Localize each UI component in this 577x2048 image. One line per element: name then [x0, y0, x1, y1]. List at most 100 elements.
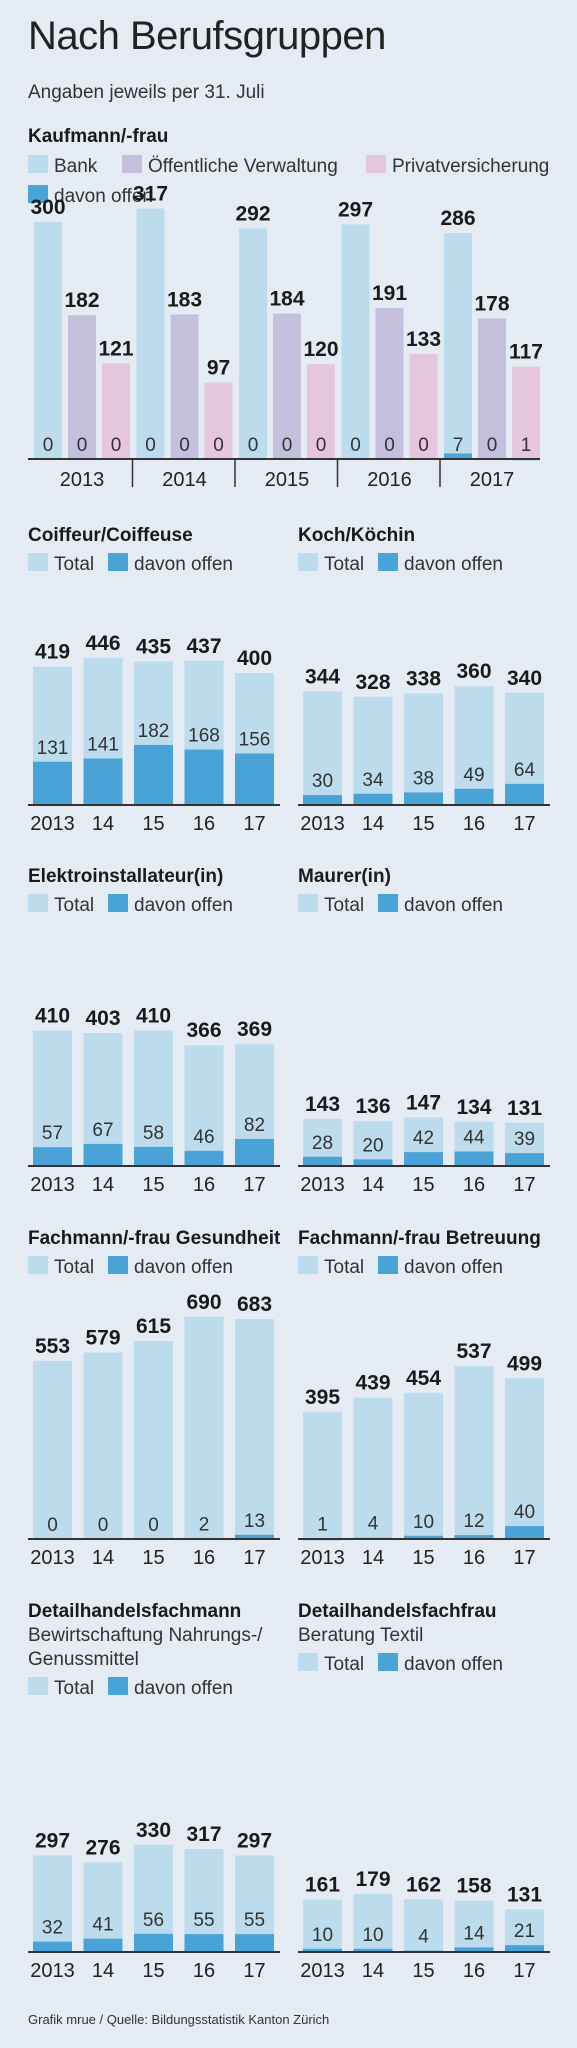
legend-swatch	[298, 894, 318, 912]
legend-label: Total	[54, 895, 94, 916]
bar-open	[404, 1535, 443, 1539]
bar	[239, 228, 267, 459]
data-label: 454	[406, 1367, 441, 1390]
data-label: 162	[406, 1873, 441, 1896]
data-label: 435	[136, 635, 171, 658]
bar-open	[303, 1156, 342, 1166]
open-data-label: 0	[43, 435, 54, 456]
data-label: 553	[35, 1335, 70, 1358]
bar-open	[505, 783, 544, 805]
data-label: 179	[355, 1868, 390, 1891]
page-subtitle: Angaben jeweils per 31. Juli	[28, 82, 265, 103]
legend-swatch	[298, 1256, 318, 1274]
legend-label: davon offen	[134, 895, 233, 916]
data-label: 437	[186, 635, 221, 658]
tick-label: 2013	[300, 1174, 345, 1196]
chart-subtitle: Beratung Textil	[298, 1625, 423, 1646]
chart-title: Fachmann/-frau Betreuung	[298, 1228, 541, 1249]
open-data-label: 2	[199, 1514, 210, 1535]
bar	[375, 308, 404, 459]
open-data-label: 0	[384, 435, 395, 456]
tick-label: 15	[412, 813, 434, 835]
data-label: 292	[235, 202, 270, 225]
open-data-label: 0	[418, 435, 429, 456]
open-data-label: 1	[317, 1515, 328, 1536]
bar	[68, 315, 96, 459]
bar-total	[184, 1045, 224, 1166]
tick-label: 14	[92, 1960, 114, 1982]
legend-label: Bank	[54, 156, 98, 177]
tick-label: 15	[142, 1174, 164, 1196]
data-label: 297	[237, 1829, 272, 1852]
open-data-label: 182	[138, 721, 170, 742]
tick-label: 17	[513, 813, 535, 835]
bar-total	[505, 1378, 544, 1539]
legend-label: Total	[324, 1257, 364, 1278]
tick-label: 2015	[265, 469, 310, 491]
tick-label: 16	[463, 813, 485, 835]
tick-label: 17	[243, 1547, 265, 1569]
open-data-label: 12	[463, 1511, 484, 1532]
open-data-label: 55	[193, 1910, 214, 1931]
bar-total	[404, 1899, 443, 1952]
tick-label: 16	[193, 1547, 215, 1569]
open-data-label: 7	[453, 435, 464, 456]
bar-total	[404, 693, 443, 805]
open-data-label: 0	[77, 435, 88, 456]
legend-label: Total	[324, 1654, 364, 1675]
bar	[273, 313, 301, 459]
tick-label: 15	[412, 1547, 434, 1569]
data-label: 133	[406, 328, 441, 351]
tick-label: 17	[243, 813, 265, 835]
legend-label: Total	[324, 895, 364, 916]
tick-label: 14	[362, 1960, 384, 1982]
data-label: 317	[186, 1823, 221, 1846]
bar	[444, 233, 472, 459]
data-label: 360	[456, 660, 491, 683]
legend-label: davon offen	[134, 1678, 233, 1699]
bar-total	[235, 1319, 274, 1539]
bar-total	[83, 1033, 123, 1166]
open-data-label: 20	[362, 1135, 383, 1156]
open-data-label: 0	[213, 435, 224, 456]
tick-label: 16	[463, 1960, 485, 1982]
open-data-label: 42	[413, 1128, 434, 1149]
data-label: 410	[35, 1005, 70, 1028]
bar-total	[134, 1340, 173, 1539]
open-data-label: 39	[514, 1129, 535, 1150]
tick-label: 15	[142, 1547, 164, 1569]
data-label: 330	[136, 1819, 171, 1842]
tick-label: 14	[92, 1547, 114, 1569]
chart-title: Detailhandelsfachmann	[28, 1601, 241, 1622]
legend-swatch	[378, 894, 398, 912]
bar-open	[134, 1933, 173, 1952]
data-label: 683	[237, 1293, 272, 1316]
tick-label: 2013	[30, 813, 75, 835]
tick-label: 16	[193, 1960, 215, 1982]
bar-open	[353, 1948, 393, 1952]
bar-total	[505, 1909, 544, 1952]
bar-total	[303, 1411, 342, 1539]
data-label: 328	[355, 671, 390, 694]
data-label: 410	[136, 1005, 171, 1028]
tick-label: 2013	[30, 1547, 75, 1569]
tick-label: 2013	[30, 1174, 75, 1196]
bar-total	[33, 1855, 72, 1952]
tick-label: 14	[92, 1174, 114, 1196]
bar-total	[353, 1893, 393, 1952]
bar	[136, 208, 165, 459]
tick-label: 2013	[30, 1960, 75, 1982]
data-label: 131	[507, 1883, 542, 1906]
data-label: 439	[355, 1372, 390, 1395]
legend-label: Total	[54, 554, 94, 575]
data-label: 131	[507, 1097, 542, 1120]
data-label: 537	[456, 1340, 491, 1363]
open-data-label: 44	[463, 1127, 485, 1148]
chart-title: Fachmann/-frau Gesundheit	[28, 1228, 281, 1249]
bar-total	[303, 1899, 342, 1952]
chart-title: Kaufmann/-frau	[28, 126, 168, 147]
open-data-label: 32	[42, 1918, 63, 1939]
open-data-label: 0	[350, 435, 361, 456]
tick-label: 15	[412, 1960, 434, 1982]
bar-total	[33, 1030, 72, 1166]
